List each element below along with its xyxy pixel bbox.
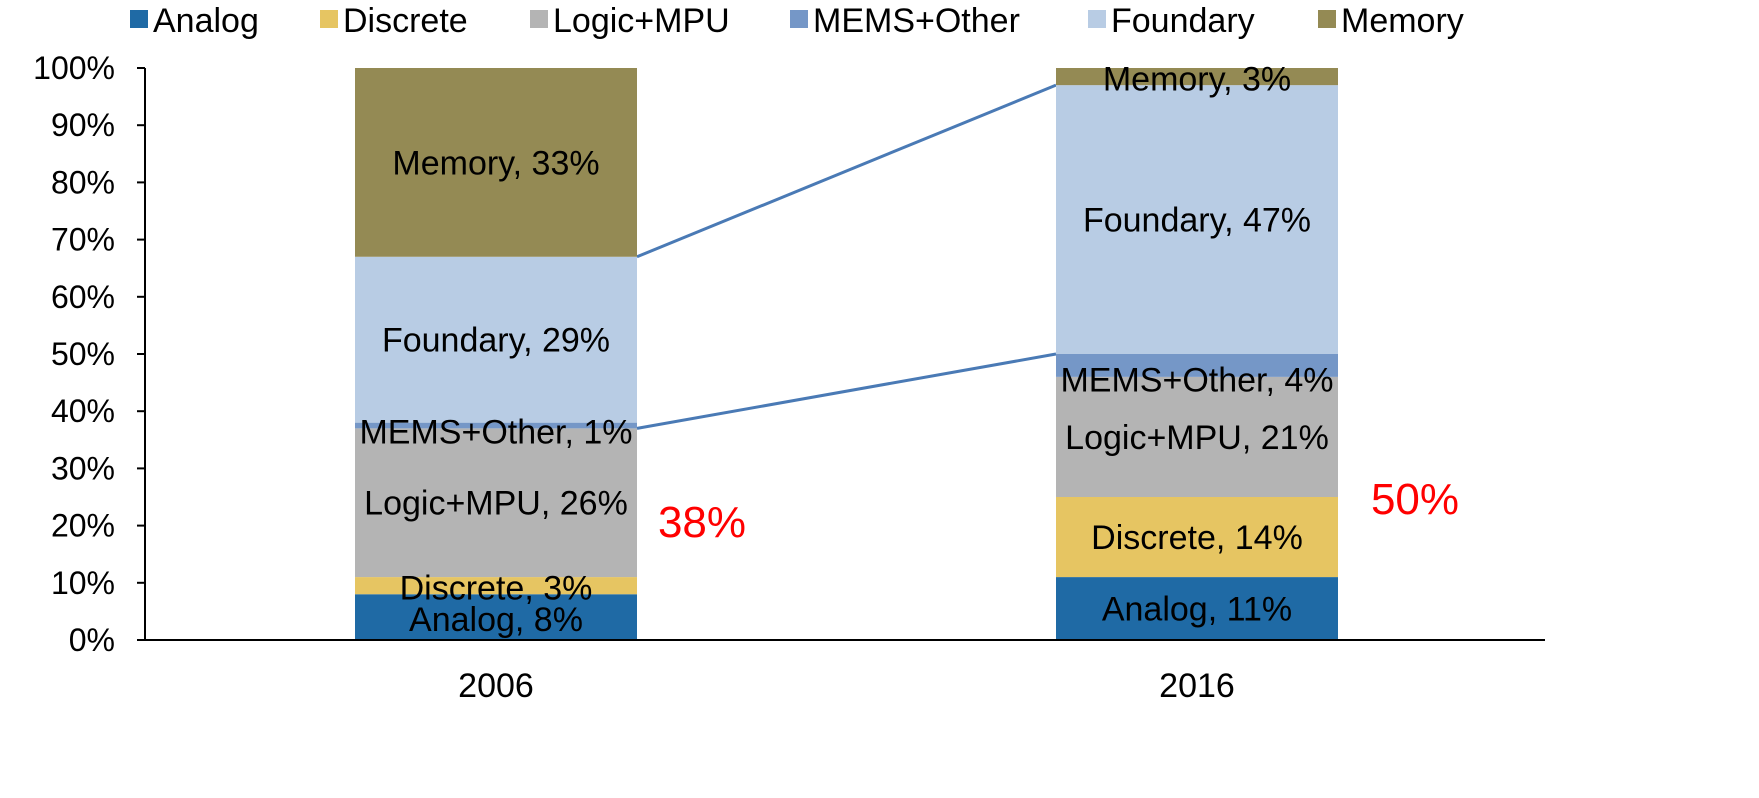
annotations: 38% 50% <box>658 475 1459 547</box>
bar-segment-discrete-2006 <box>355 577 637 595</box>
legend-swatch-foundary <box>1088 10 1106 28</box>
bar-segment-memory-2016 <box>1056 68 1338 86</box>
y-axis: 0% 10% 20% 30% 40% 50% 60% 70% 80% 90% 100% <box>33 50 146 658</box>
bar-segment-logic-mpu-2006 <box>355 428 637 578</box>
legend: Analog Discrete Logic+MPU MEMS+Other Foundar… <box>130 2 1464 40</box>
legend-swatch-mems-other <box>790 10 808 28</box>
bar-segment-logic-mpu-2016 <box>1056 376 1338 497</box>
y-tick-label: 0% <box>69 622 115 658</box>
data-label-analog-2006: Analog, 8% <box>409 601 583 639</box>
y-tick-label: 100% <box>33 50 115 86</box>
legend-label-logic-mpu: Logic+MPU <box>553 2 730 40</box>
data-label-memory-2016: Memory, 3% <box>1103 61 1291 99</box>
legend-label-discrete: Discrete <box>343 2 468 40</box>
connector-line-upper <box>636 83 1057 259</box>
y-tick-label: 90% <box>51 107 115 143</box>
data-label-foundary-2016: Foundary, 47% <box>1083 202 1311 240</box>
annotation-2006: 38% <box>658 498 746 547</box>
y-tick-label: 70% <box>51 222 115 258</box>
data-label-mems-other-2006: MEMS+Other, 1% <box>359 414 632 452</box>
bar-segment-mems-other-2016 <box>1056 354 1338 377</box>
legend-label-foundary: Foundary <box>1111 2 1255 40</box>
bar-segment-foundary-2016 <box>1056 85 1338 354</box>
y-tick-label: 80% <box>51 164 115 200</box>
y-tick-label: 50% <box>51 336 115 372</box>
legend-item-mems-other: MEMS+Other <box>790 2 1020 40</box>
y-tick-label: 10% <box>51 565 115 601</box>
bar-segment-foundary-2006 <box>355 256 637 423</box>
data-labels: Analog, 8%Discrete, 3% Logic+MPU, 26% MEMS… <box>359 61 1333 640</box>
data-label-mems-other-2016: MEMS+Other, 4% <box>1060 361 1333 399</box>
x-tick-label-2016: 2016 <box>1159 667 1235 705</box>
bar-segment-discrete-2016 <box>1056 497 1338 578</box>
y-tick-label: 30% <box>51 450 115 486</box>
annotation-2016: 50% <box>1371 475 1459 524</box>
y-tick-label: 40% <box>51 393 115 429</box>
legend-label-analog: Analog <box>153 2 259 40</box>
data-label-foundary-2006: Foundary, 29% <box>382 322 610 360</box>
legend-item-logic-mpu: Logic+MPU <box>530 2 730 40</box>
bars <box>355 68 1338 640</box>
legend-item-memory: Memory <box>1318 2 1464 40</box>
y-tick-label: 20% <box>51 508 115 544</box>
legend-label-memory: Memory <box>1341 2 1464 40</box>
x-axis: 2006 2016 <box>145 639 1545 705</box>
data-label-logic-mpu-2016: Logic+MPU, 21% <box>1065 419 1329 457</box>
data-label-memory-2006: Memory, 33% <box>392 144 599 182</box>
legend-item-analog: Analog <box>130 2 259 40</box>
connector-lines <box>636 83 1057 430</box>
y-tick-label: 60% <box>51 279 115 315</box>
data-label-logic-mpu-2006: Logic+MPU, 26% <box>364 485 628 523</box>
legend-swatch-analog <box>130 10 148 28</box>
legend-swatch-memory <box>1318 10 1336 28</box>
bar-segment-memory-2006 <box>355 68 637 257</box>
data-label-discrete-2016: Discrete, 14% <box>1091 519 1303 557</box>
data-label-discrete-2006: Discrete, 3% <box>400 570 593 608</box>
x-tick-label-2006: 2006 <box>458 667 534 705</box>
legend-swatch-discrete <box>320 10 338 28</box>
bar-segment-analog-2016 <box>1056 577 1338 640</box>
legend-item-discrete: Discrete <box>320 2 468 40</box>
bar-segment-analog-2006 <box>355 594 637 640</box>
data-label-analog-2016: Analog, 11% <box>1102 591 1292 629</box>
legend-label-mems-other: MEMS+Other <box>813 2 1020 40</box>
bar-segment-mems-other-2006 <box>355 422 637 429</box>
legend-item-foundary: Foundary <box>1088 2 1255 40</box>
legend-swatch-logic-mpu <box>530 10 548 28</box>
connector-line-lower <box>636 352 1057 430</box>
